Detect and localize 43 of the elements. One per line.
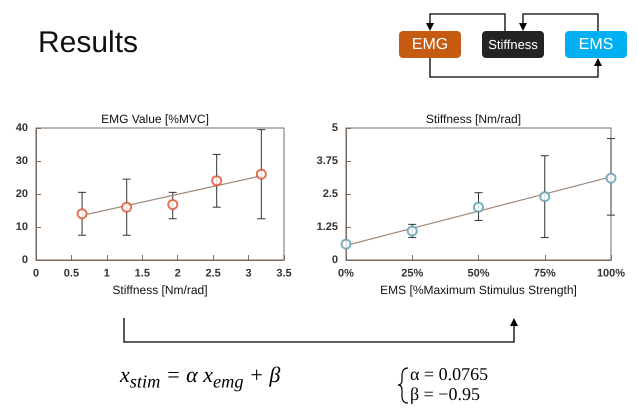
x-axis-title: EMS [%Maximum Stimulus Strength] — [380, 282, 577, 297]
x-tick-label: 2.5 — [205, 268, 221, 280]
x-tick-label: 1 — [104, 268, 110, 280]
y-tick-label: 0 — [22, 254, 28, 266]
point — [473, 202, 484, 213]
y-tick-label: 10 — [16, 221, 28, 233]
text: β = −0.95 — [410, 384, 480, 405]
point — [76, 208, 88, 220]
x-tick-label: 2 — [174, 268, 181, 280]
point — [211, 175, 222, 186]
x-tick-label: 0 — [32, 268, 40, 280]
y-tick-label: 0 — [332, 254, 338, 266]
x-tick-label: 3 — [246, 268, 252, 280]
text: x$_{stim}$ = α x$_{emg}$ + β — [120, 362, 280, 392]
y-tick-label: 3.75 — [316, 155, 338, 167]
y-tick-label: 5 — [332, 122, 338, 134]
x-tick-label: 75% — [534, 268, 556, 280]
text: Results — [38, 26, 138, 60]
text: Stiffness — [488, 37, 538, 52]
x-tick-label: 3.5 — [276, 268, 292, 280]
x-tick-label: 25% — [401, 268, 424, 280]
point — [121, 202, 132, 213]
text: EMS — [578, 36, 614, 54]
y-tick-label: 20 — [16, 188, 28, 200]
text: EMG — [412, 36, 448, 54]
x-tick-label: 0.5 — [64, 268, 80, 280]
y-tick-label: 30 — [16, 155, 28, 167]
chart-title: EMG Value [%MVC] — [101, 112, 209, 126]
x-tick-label: 1.5 — [134, 268, 150, 280]
y-tick-label: 40 — [16, 122, 28, 134]
y-tick-label: 2.5 — [322, 188, 338, 200]
x-tick-label: 50% — [467, 268, 490, 280]
text: α = 0.0765 — [410, 364, 488, 385]
point — [256, 168, 267, 180]
x-tick-label: 100% — [596, 268, 626, 280]
point — [606, 172, 616, 184]
point — [167, 199, 178, 210]
point — [539, 191, 550, 202]
chart-title: Stiffness [Nm/rad] — [426, 112, 522, 126]
point — [340, 238, 352, 250]
y-tick-label: 1.25 — [316, 221, 338, 233]
x-axis-title: Stiffness [Nm/rad] — [112, 282, 208, 297]
x-tick-label: 0% — [338, 268, 354, 280]
